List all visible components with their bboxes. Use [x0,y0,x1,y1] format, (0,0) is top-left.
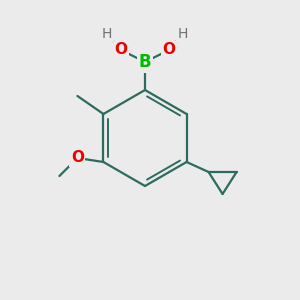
Text: O: O [163,43,176,58]
Text: O: O [115,43,128,58]
Text: O: O [71,151,84,166]
Text: H: H [102,27,112,41]
Text: H: H [178,27,188,41]
Text: B: B [139,53,151,71]
